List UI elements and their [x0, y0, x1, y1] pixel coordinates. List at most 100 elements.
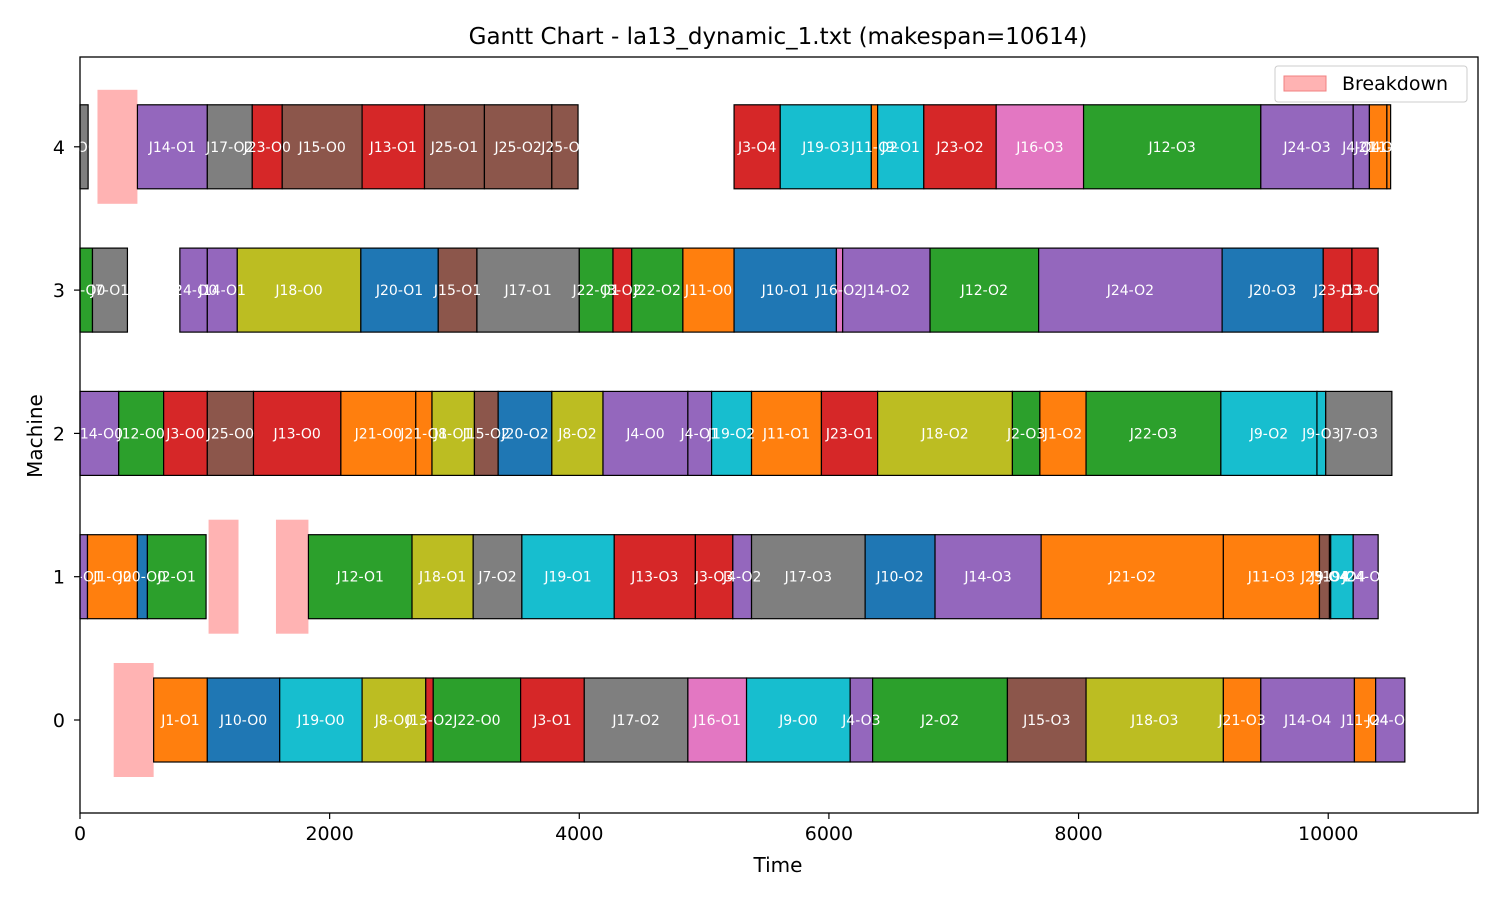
operation-bar — [472, 534, 523, 620]
operation-label: J24-O4 — [1341, 570, 1389, 586]
operation-label: J21-O0 — [354, 426, 402, 442]
operation-bar — [613, 534, 696, 620]
operation-label: J11-O0 — [684, 283, 732, 299]
operation-label: J14-O1 — [148, 140, 196, 156]
operation-label: J24-O3 — [1282, 140, 1330, 156]
operation-bar — [1386, 104, 1392, 190]
operation-label: J4-O3 — [841, 713, 880, 729]
operation-label: J25-O4 — [1300, 570, 1348, 586]
x-tick-label: 0 — [74, 823, 86, 845]
breakdown-layer — [97, 89, 309, 777]
operation-label: J3-O3 — [694, 570, 733, 586]
operation-label: J12-O3 — [1148, 140, 1196, 156]
operation-bar — [631, 247, 684, 333]
operation-label: J19-O2 — [707, 426, 755, 442]
y-tick-label: 0 — [53, 710, 65, 732]
operation-label: J15-O2 — [462, 426, 510, 442]
operation-bar — [710, 390, 753, 476]
operation-label: J20-O2 — [500, 426, 548, 442]
operation-label: J23-O0 — [243, 140, 291, 156]
operation-label: J11-O4 — [1364, 140, 1412, 156]
operation-label: J19-O3 — [801, 140, 849, 156]
operation-bar — [251, 104, 283, 190]
operation-label: J3-O4 — [737, 140, 776, 156]
operation-label: J13-O1 — [1340, 283, 1388, 299]
operation-label: J9-O3 — [1301, 426, 1340, 442]
operation-bar — [206, 677, 281, 763]
operation-label: -O0 — [71, 140, 96, 156]
operation-bar — [864, 534, 936, 620]
operation-label: J9-O0 — [778, 713, 817, 729]
operation-label: J11-O2 — [850, 140, 898, 156]
operation-bar — [1222, 677, 1262, 763]
operation-bar — [179, 247, 208, 333]
operation-label: J24-O4 — [1366, 713, 1414, 729]
operation-bar — [279, 677, 363, 763]
operation-label: J13-O1 — [369, 140, 417, 156]
operation-bar — [602, 390, 689, 476]
operation-bar — [842, 247, 931, 333]
y-tick-label: 1 — [53, 567, 65, 589]
operation-label: J4-O0 — [625, 426, 664, 442]
operation-label: J15-O0 — [297, 140, 345, 156]
operation-label: J20-O0 — [118, 570, 166, 586]
operation-bar — [146, 534, 207, 620]
operation-bar — [411, 534, 474, 620]
operation-label: J15-O1 — [433, 283, 481, 299]
operation-label: J20-O3 — [1248, 283, 1296, 299]
operation-bar — [153, 677, 208, 763]
operation-label: J23-O3 — [1313, 283, 1361, 299]
operation-label: J24-O0 — [169, 283, 217, 299]
legend-frame — [1274, 65, 1468, 103]
operation-bar — [1040, 534, 1224, 620]
operation-label: J24-O2 — [1106, 283, 1154, 299]
operation-label: J2-O2 — [920, 713, 959, 729]
y-tick-label: 2 — [53, 423, 65, 445]
operation-bar — [551, 104, 579, 190]
operation-label: J2-O3 — [1006, 426, 1045, 442]
operation-bar — [750, 390, 823, 476]
operation-label: J21-O1 — [399, 426, 447, 442]
y-tick-label: 4 — [53, 137, 65, 159]
x-tick-label: 8000 — [1054, 823, 1102, 845]
x-tick-label: 6000 — [805, 823, 853, 845]
operation-bar — [872, 677, 1009, 763]
operation-label: J25-O3 — [540, 140, 588, 156]
operation-label: J13-O2 — [405, 713, 453, 729]
operation-label: J16-O1 — [693, 713, 741, 729]
legend-swatch-breakdown — [1283, 75, 1327, 92]
operation-bar — [682, 247, 735, 333]
operation-label: J16-O3 — [1015, 140, 1063, 156]
operation-label: J19-O1 — [543, 570, 591, 586]
operation-bar — [1222, 534, 1321, 620]
operation-label: J22-O3 — [1129, 426, 1177, 442]
operation-label: J9-O2 — [1249, 426, 1288, 442]
operation-label: J25-O1 — [430, 140, 478, 156]
operation-label: J12-O2 — [960, 283, 1008, 299]
operation-label: J11-O3 — [1247, 570, 1295, 586]
operation-bar — [733, 104, 781, 190]
operation-bar — [1375, 677, 1406, 763]
operation-label: J14-O2 — [862, 283, 910, 299]
operation-label: J8-O2 — [557, 426, 596, 442]
operation-label: J13-O0 — [273, 426, 321, 442]
operation-bar — [1352, 534, 1379, 620]
breakdown-bar — [113, 663, 154, 777]
operation-bar — [1220, 390, 1318, 476]
operation-label: J10-O1 — [761, 283, 809, 299]
operation-label: J7-O1 — [90, 283, 129, 299]
x-tick-label: 4000 — [555, 823, 603, 845]
operation-label: J20-O1 — [375, 283, 423, 299]
operation-label: J14-O1 — [198, 283, 246, 299]
operation-bar — [1011, 390, 1041, 476]
operation-bar — [995, 104, 1085, 190]
operation-bar — [521, 534, 615, 620]
operation-label: J3-O0 — [165, 426, 204, 442]
operation-bar — [923, 104, 997, 190]
operation-label: J22-O1 — [571, 283, 619, 299]
operation-bar — [281, 104, 363, 190]
breakdown-bar — [275, 519, 309, 634]
operation-label: J4-O1 — [680, 426, 719, 442]
operation-bar — [497, 390, 553, 476]
